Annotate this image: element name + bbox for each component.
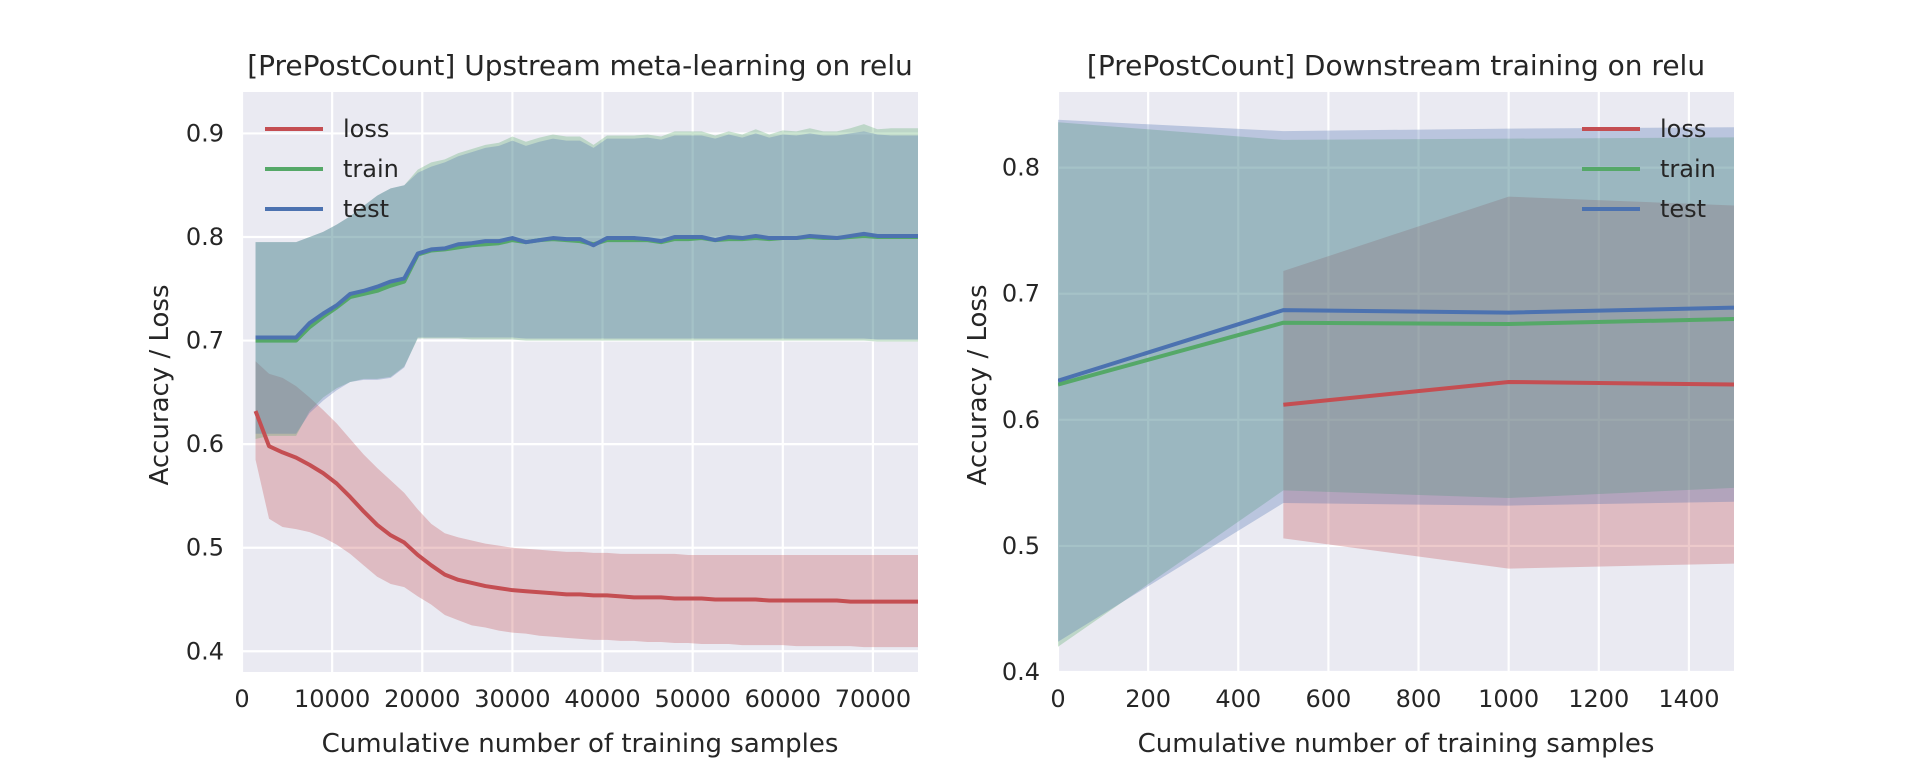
x-tick-label: 1200 [1568,685,1629,713]
train-band [1058,122,1734,647]
test-band [1058,119,1734,642]
upstream-chart-panel: [PrePostCount] Upstream meta-learning on… [145,49,918,759]
x-tick-label: 70000 [835,685,911,713]
y-tick-label: 0.7 [1002,280,1040,308]
x-tick-label: 1400 [1658,685,1719,713]
y-tick-label: 0.5 [1002,532,1040,560]
x-tick-label: 400 [1215,685,1261,713]
series-lines [1058,305,1734,407]
legend-label-test: test [343,195,389,223]
y-tick-label: 0.6 [186,430,224,458]
y-tick-label: 0.7 [186,327,224,355]
x-tick-label: 600 [1305,685,1351,713]
test-line [255,231,918,340]
test-band [255,131,918,434]
loss-line [1283,380,1734,407]
y-axis-label: Accuracy / Loss [145,284,175,485]
chart-title: [PrePostCount] Downstream training on re… [1087,49,1705,82]
y-tick-label: 0.5 [186,534,224,562]
plot-area [242,92,918,672]
test-line [1058,305,1734,383]
chart-title: [PrePostCount] Upstream meta-learning on… [247,49,913,82]
y-tick-label: 0.4 [1002,658,1040,686]
y-tick-label: 0.8 [1002,154,1040,182]
x-tick-label: 50000 [654,685,730,713]
series-lines [253,231,918,604]
confidence-bands [255,124,918,648]
loss-band [255,361,918,648]
downstream-chart-panel: [PrePostCount] Downstream training on re… [963,49,1734,759]
y-axis-label: Accuracy / Loss [963,284,993,485]
legend-label-train: train [343,155,399,183]
grid [240,92,918,672]
x-tick-label: 10000 [294,685,370,713]
x-tick-label: 1000 [1478,685,1539,713]
x-axis-label: Cumulative number of training samples [322,729,839,759]
legend-label-loss: loss [343,115,389,143]
train-line [1058,316,1734,387]
legend: loss train test [1582,115,1716,223]
x-tick-label: 0 [1050,685,1065,713]
y-tick-label: 0.9 [186,119,224,147]
y-tick-label: 0.8 [186,223,224,251]
legend-label-train: train [1660,155,1716,183]
confidence-bands [1058,119,1734,647]
x-tick-label: 0 [234,685,249,713]
x-tick-label: 40000 [564,685,640,713]
y-tick-label: 0.4 [186,637,224,665]
legend-label-loss: loss [1660,115,1706,143]
x-axis-label: Cumulative number of training samples [1138,729,1655,759]
x-tick-label: 60000 [745,685,821,713]
legend: loss train test [265,115,399,223]
y-tick-label: 0.6 [1002,406,1040,434]
x-tick-label: 20000 [384,685,460,713]
train-band [255,124,918,439]
loss-line [253,410,918,604]
x-tick-label: 200 [1125,685,1171,713]
x-tick-label: 30000 [474,685,550,713]
x-tick-label: 800 [1396,685,1442,713]
legend-label-test: test [1660,195,1706,223]
